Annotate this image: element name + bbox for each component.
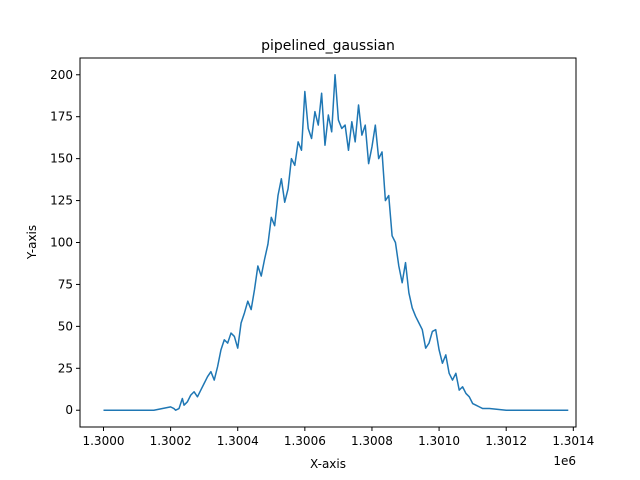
y-tick-label: 125: [50, 194, 73, 208]
x-tick-label: 1.3010: [418, 434, 460, 448]
x-tick-label: 1.3012: [485, 434, 527, 448]
plot-layer: [103, 74, 569, 411]
y-axis-ticks: 0 25 50 75 100 125 150 175 200: [50, 68, 80, 417]
x-tick-label: 1.3008: [351, 434, 393, 448]
x-axis-label: X-axis: [310, 457, 346, 471]
x-tick-label: 1.3004: [217, 434, 259, 448]
y-tick-label: 100: [50, 236, 73, 250]
y-tick-label: 175: [50, 110, 73, 124]
series-line-0: [103, 74, 569, 411]
x-axis-ticks: 1.3000 1.3002 1.3004 1.3006 1.3008 1.3010 1.30…: [82, 427, 594, 448]
y-tick-label: 150: [50, 152, 73, 166]
x-tick-label: 1.3000: [82, 434, 124, 448]
x-axis-offset-label: 1e6: [553, 454, 576, 468]
y-tick-label: 0: [65, 403, 73, 417]
y-axis-label: Y-axis: [25, 225, 39, 260]
x-tick-label: 1.3006: [284, 434, 326, 448]
y-tick-label: 50: [58, 319, 73, 333]
x-tick-label: 1.3014: [552, 434, 594, 448]
chart-title: pipelined_gaussian: [261, 38, 395, 54]
y-tick-label: 75: [58, 277, 73, 291]
y-tick-label: 25: [58, 361, 73, 375]
x-tick-label: 1.3002: [150, 434, 192, 448]
y-tick-label: 200: [50, 68, 73, 82]
